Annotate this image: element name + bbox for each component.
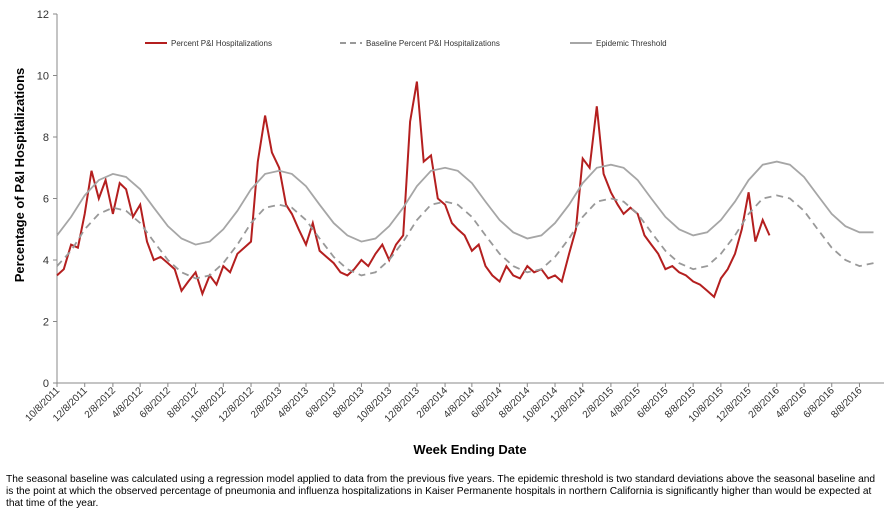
y-tick-label: 2 — [43, 317, 49, 329]
x-tick-label: 8/8/2016 — [829, 385, 865, 421]
legend-label: Percent P&I Hospitalizations — [171, 39, 272, 48]
legend-label: Baseline Percent P&I Hospitalizations — [366, 39, 500, 48]
y-tick-label: 8 — [43, 132, 49, 144]
chart: Percentage of P&I Hospitalizations Week … — [12, 9, 884, 457]
footnote: The seasonal baseline was calculated usi… — [6, 474, 876, 509]
y-tick-label: 12 — [37, 9, 49, 21]
y-tick-label: 6 — [43, 194, 49, 206]
series-line — [56, 81, 771, 299]
y-axis-title: Percentage of P&I Hospitalizations — [12, 68, 27, 283]
x-axis-title: Week Ending Date — [413, 442, 526, 457]
series-line — [56, 160, 874, 246]
y-tick-label: 10 — [37, 71, 49, 83]
legend-label: Epidemic Threshold — [596, 39, 667, 48]
y-tick-label: 4 — [43, 255, 49, 267]
series-line — [56, 194, 874, 280]
y-tick-label: 0 — [43, 378, 49, 390]
